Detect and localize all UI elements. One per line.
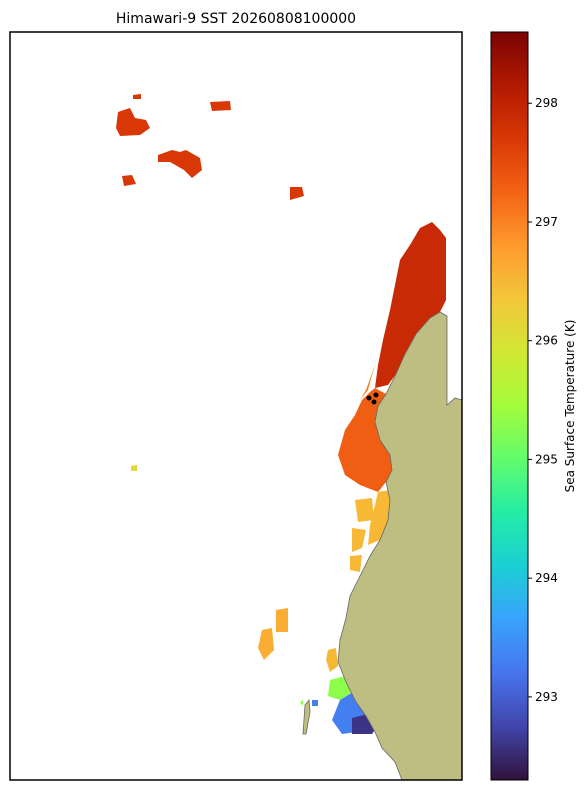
- sst-region: [116, 94, 231, 186]
- sst-patch: [355, 498, 374, 522]
- sst-patch: [158, 150, 202, 178]
- sst-patch: [312, 700, 318, 706]
- sst-patch: [276, 608, 288, 632]
- colorbar-tick-label: 293: [535, 690, 558, 704]
- sst-patch: [290, 187, 304, 200]
- sst-patch: [368, 490, 390, 545]
- chart-title: Himawari-9 SST 20260808100000: [116, 11, 356, 27]
- sst-region: [258, 608, 288, 660]
- colorbar: [490, 31, 529, 781]
- sst-patch: [131, 465, 137, 471]
- sst-region: [326, 490, 390, 672]
- sst-patch: [210, 101, 231, 111]
- station: [371, 399, 377, 405]
- sst-patch: [133, 94, 141, 99]
- sst-region: [338, 388, 392, 492]
- sst-patch: [350, 555, 362, 572]
- colorbar-label: Sea Surface Temperature (K): [563, 320, 577, 493]
- stations: [366, 392, 379, 405]
- sst-patch: [300, 700, 303, 706]
- colorbar-tick-label: 294: [535, 571, 558, 585]
- sst-patch: [375, 222, 446, 388]
- station: [366, 395, 372, 401]
- colorbar-tick-label: 296: [535, 334, 558, 348]
- sst-patch: [258, 628, 274, 660]
- sst-patch: [122, 175, 136, 186]
- sst-patch: [352, 528, 366, 552]
- colorbar-tick-label: 295: [535, 452, 558, 466]
- sst-region: [375, 222, 446, 388]
- sst-patch: [338, 388, 392, 492]
- sst-region: [131, 465, 137, 471]
- sst-patch: [326, 648, 338, 672]
- sst-patch: [116, 108, 150, 136]
- island: [302, 698, 311, 735]
- map-frame: [9, 31, 463, 781]
- colorbar-tick-label: 297: [535, 215, 558, 229]
- station: [373, 392, 379, 398]
- colorbar-tick-label: 298: [535, 96, 558, 110]
- sst-region: [158, 150, 304, 200]
